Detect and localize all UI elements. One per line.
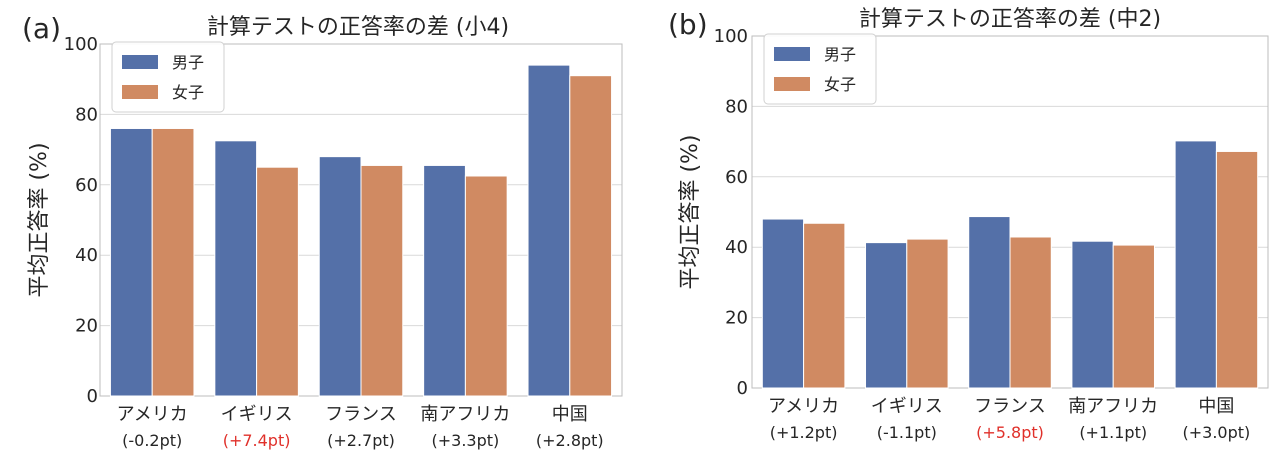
bar-girls-1	[906, 238, 949, 389]
y-tick-label: 40	[725, 237, 748, 258]
bar-girls-0	[151, 127, 195, 397]
bar-boys-2	[968, 216, 1011, 389]
bar-boys-3	[423, 164, 466, 397]
legend-swatch-girls	[774, 77, 810, 91]
chart-title: 計算テストの正答率の差 (小4)	[207, 15, 509, 40]
x-difference-label: (+1.1pt)	[1079, 423, 1147, 442]
x-difference-label: (+2.7pt)	[327, 431, 395, 450]
legend-box	[111, 41, 225, 113]
legend-label: 女子	[172, 83, 204, 102]
bar-girls-4	[569, 75, 613, 397]
x-category-label: 中国	[1198, 396, 1234, 417]
x-difference-label: (+1.2pt)	[770, 423, 838, 442]
x-category-label: イギリス	[221, 404, 293, 425]
bar-boys-0	[761, 218, 805, 389]
x-difference-label: (-0.2pt)	[122, 431, 182, 450]
x-category-label: アメリカ	[768, 396, 839, 417]
y-tick-label: 60	[75, 175, 98, 196]
legend-label: 男子	[824, 45, 856, 64]
x-difference-label: (+2.8pt)	[536, 431, 604, 450]
y-tick-label: 100	[64, 34, 98, 55]
y-tick-label: 100	[714, 26, 748, 47]
bar-girls-0	[803, 222, 846, 389]
y-tick-label: 80	[75, 104, 98, 125]
legend-box	[763, 33, 877, 105]
x-difference-label: (+3.0pt)	[1183, 423, 1251, 442]
x-difference-label: (+7.4pt)	[223, 431, 291, 450]
bar-boys-1	[865, 242, 908, 389]
x-difference-label: (+3.3pt)	[432, 431, 500, 450]
legend-label: 女子	[824, 75, 856, 94]
x-category-label: フランス	[325, 404, 397, 425]
bar-girls-2	[360, 164, 404, 397]
chart-panel-b: 0 20 40 60 80 100 アメリカ (+1.2pt) イギリス (-1.1pt) フランス…	[668, 7, 1269, 442]
y-tick-label: 40	[75, 245, 98, 266]
bar-boys-1	[214, 140, 258, 397]
bar-boys-2	[318, 156, 362, 397]
x-category-label: 南アフリカ	[420, 404, 510, 425]
legend-label: 男子	[172, 53, 204, 72]
bar-girls-2	[1009, 236, 1052, 389]
chart-title: 計算テストの正答率の差 (中2)	[859, 7, 1161, 32]
y-tick-label: 60	[725, 167, 748, 188]
bar-boys-4	[1174, 140, 1217, 389]
bar-boys-3	[1071, 240, 1114, 389]
x-difference-label: (+5.8pt)	[976, 423, 1044, 442]
bar-girls-3	[464, 175, 508, 397]
bar-boys-0	[109, 127, 153, 397]
bar-girls-1	[256, 166, 299, 397]
y-axis-label: 平均正答率 (%)	[27, 142, 52, 297]
legend-swatch-boys	[122, 55, 158, 69]
x-category-label: 南アフリカ	[1068, 396, 1158, 417]
y-tick-label: 20	[75, 316, 98, 337]
legend-swatch-boys	[774, 47, 810, 61]
bar-girls-3	[1112, 244, 1155, 389]
y-tick-label: 0	[87, 386, 98, 407]
y-tick-label: 20	[725, 308, 748, 329]
panel-label: (a)	[22, 12, 61, 45]
x-difference-label: (-1.1pt)	[877, 423, 937, 442]
legend-swatch-girls	[122, 85, 158, 99]
bar-girls-4	[1215, 150, 1259, 389]
x-category-label: アメリカ	[117, 404, 188, 425]
y-tick-label: 80	[725, 96, 748, 117]
x-category-label: 中国	[552, 404, 588, 425]
x-category-label: イギリス	[871, 396, 943, 417]
y-tick-label: 0	[737, 378, 748, 399]
y-axis-label: 平均正答率 (%)	[678, 134, 703, 289]
bar-boys-4	[527, 64, 571, 397]
panel-label: (b)	[668, 8, 708, 41]
x-category-label: フランス	[974, 396, 1046, 417]
chart-panel-a: 0 20 40 60 80 100 アメリカ (-0.2pt) イギリス (+7.4pt) フランス…	[22, 12, 623, 450]
